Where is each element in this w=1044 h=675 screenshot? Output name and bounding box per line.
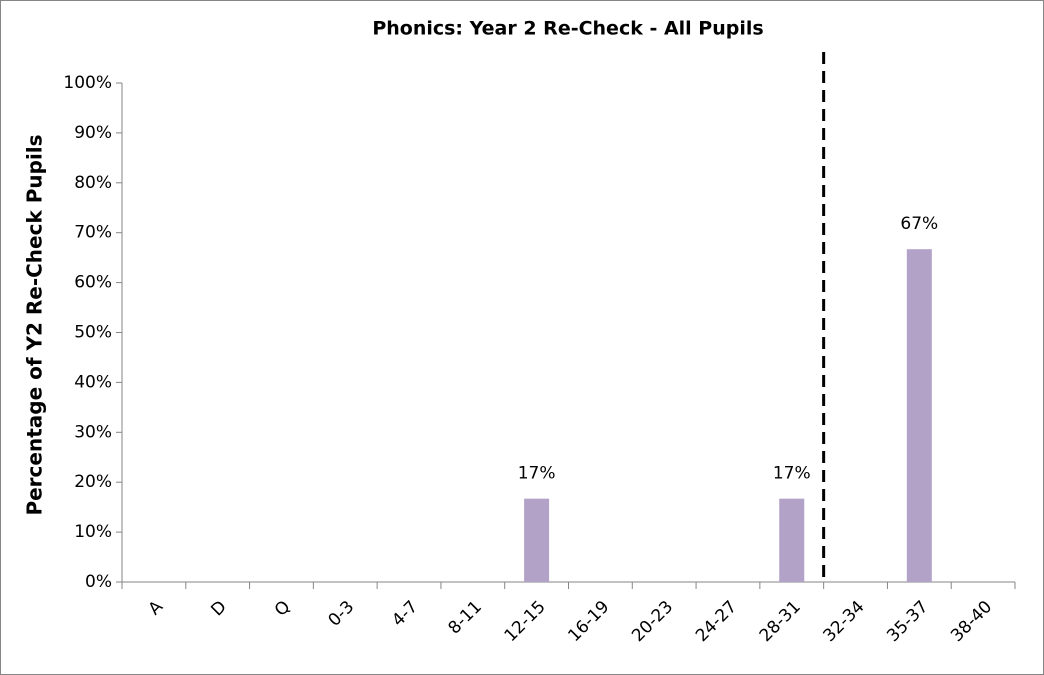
y-tick-label: 50% [74,323,112,343]
y-tick-label: 80% [74,173,112,193]
y-axis-label: Percentage of Y2 Re-Check Pupils [23,134,47,515]
bar [779,498,805,582]
data-label: 67% [900,214,938,234]
y-tick-label: 70% [74,223,112,243]
bar [524,498,550,582]
bar [906,249,932,583]
data-label: 17% [518,464,556,484]
y-tick-label: 30% [74,422,112,442]
y-tick-label: 40% [74,372,112,392]
y-tick-label: 90% [74,123,112,143]
y-tick-label: 0% [85,572,112,592]
y-tick-label: 60% [74,273,112,293]
y-tick-label: 100% [63,73,112,93]
chart-title: Phonics: Year 2 Re-Check - All Pupils [372,18,763,40]
data-label: 17% [773,464,811,484]
y-tick-label: 20% [74,472,112,492]
y-tick-label: 10% [74,522,112,542]
